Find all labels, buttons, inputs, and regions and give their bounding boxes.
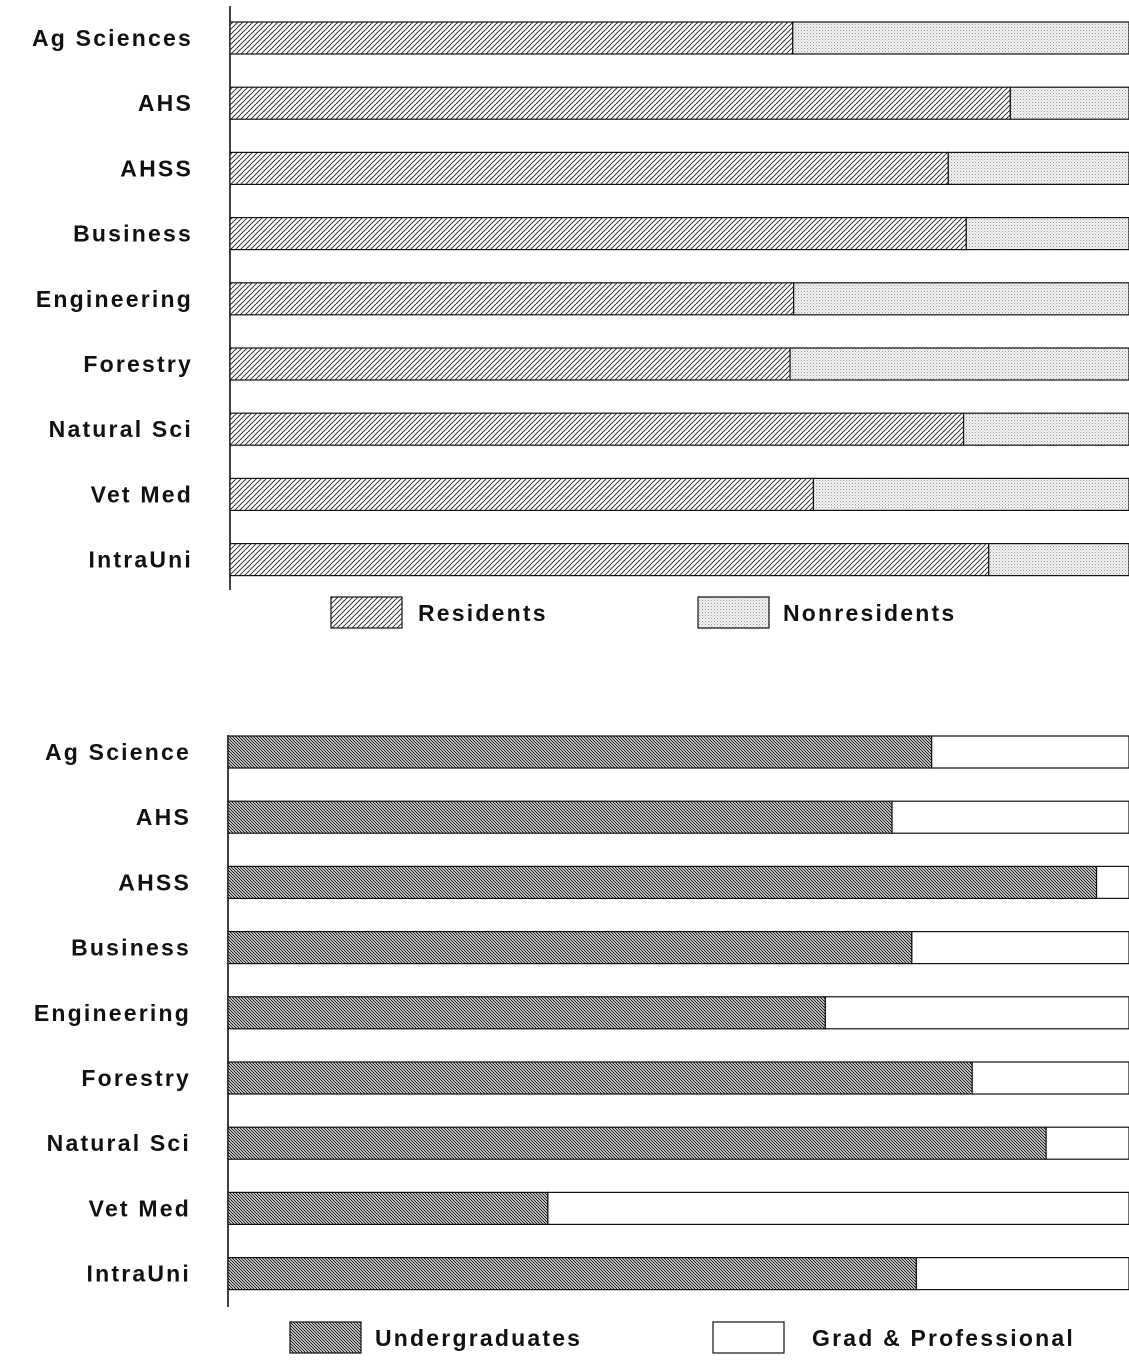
bottom-category-label: Ag Science [45, 739, 191, 765]
top-category-label: AHS [138, 90, 193, 116]
bottom-bar-intrauni-undergraduates [227, 1256, 917, 1291]
bottom-bar-engineering-grad-professional [824, 996, 1129, 1030]
top-bar-vet-med-nonresidents [812, 477, 1129, 511]
top-bar-intrauni-residents [229, 542, 990, 577]
bottom-bar-ahss-grad-professional [1095, 865, 1129, 900]
bottom-bar-ahs-undergraduates [227, 800, 893, 834]
bottom-bar-business-grad-professional [911, 930, 1129, 965]
top-legend-label-residents: Residents [418, 600, 548, 626]
top-legend-swatch-nonresidents [697, 596, 770, 629]
bottom-category-label: Business [71, 935, 191, 961]
bottom-bar-vet-med-undergraduates [227, 1191, 549, 1226]
bottom-category-label: Natural Sci [47, 1130, 191, 1156]
bottom-bar-ahss-undergraduates [227, 865, 1098, 900]
bottom-bar-intrauni-grad-professional [915, 1256, 1129, 1291]
bottom-legend-swatch-undergraduates [289, 1321, 362, 1354]
top-legend-swatch-residents [330, 596, 403, 629]
top-category-label: Business [73, 221, 193, 247]
bottom-legend-label-grad-professional: Grad & Professional [812, 1325, 1075, 1351]
bottom-bar-natural-sci-undergraduates [227, 1126, 1047, 1160]
top-bar-ahs-nonresidents [1009, 86, 1129, 120]
top-legend-label-nonresidents: Nonresidents [783, 600, 956, 626]
top-category-label: Forestry [83, 351, 193, 377]
top-bar-forestry-nonresidents [789, 347, 1129, 381]
top-bar-ag-sciences-nonresidents [792, 21, 1129, 55]
top-bar-business-nonresidents [965, 217, 1129, 251]
bottom-category-label: Forestry [81, 1065, 191, 1091]
top-bar-vet-med-residents [229, 477, 815, 511]
bottom-category-label: IntraUni [87, 1261, 192, 1287]
bottom-bar-natural-sci-grad-professional [1045, 1126, 1129, 1160]
bottom-bar-forestry-undergraduates [227, 1061, 973, 1095]
top-category-label: Engineering [36, 286, 193, 312]
bottom-legend-swatch-grad-professional [712, 1321, 785, 1354]
bottom-bar-business-undergraduates [227, 930, 913, 965]
top-bar-natural-sci-residents [229, 412, 965, 446]
top-category-label: AHSS [120, 155, 193, 181]
bottom-category-label: AHSS [118, 869, 191, 895]
bottom-category-label: AHS [136, 804, 191, 830]
top-bar-engineering-residents [229, 282, 795, 316]
top-category-label: Natural Sci [49, 416, 193, 442]
top-category-label: Ag Sciences [32, 25, 193, 51]
top-category-label: IntraUni [89, 547, 194, 573]
bottom-bar-engineering-undergraduates [227, 996, 826, 1030]
bottom-bar-forestry-grad-professional [971, 1061, 1129, 1095]
bottom-bar-vet-med-grad-professional [547, 1191, 1129, 1226]
top-bar-natural-sci-nonresidents [962, 412, 1129, 446]
top-bar-ahss-residents [229, 151, 949, 185]
bottom-bar-ag-science-grad-professional [931, 735, 1129, 769]
bottom-legend-label-undergraduates: Undergraduates [375, 1325, 582, 1351]
top-category-label: Vet Med [91, 481, 193, 507]
top-bar-intrauni-nonresidents [988, 542, 1129, 577]
top-bar-forestry-residents [229, 347, 791, 381]
bottom-category-label: Engineering [34, 1000, 191, 1026]
bottom-category-label: Vet Med [89, 1195, 191, 1221]
bottom-bar-ahs-grad-professional [891, 800, 1129, 834]
top-bar-business-residents [229, 217, 967, 251]
top-bar-engineering-nonresidents [793, 282, 1129, 316]
bottom-bar-ag-science-undergraduates [227, 735, 933, 769]
top-bar-ahss-nonresidents [947, 151, 1129, 185]
top-bar-ahs-residents [229, 86, 1011, 120]
top-bar-ag-sciences-residents [229, 21, 794, 55]
